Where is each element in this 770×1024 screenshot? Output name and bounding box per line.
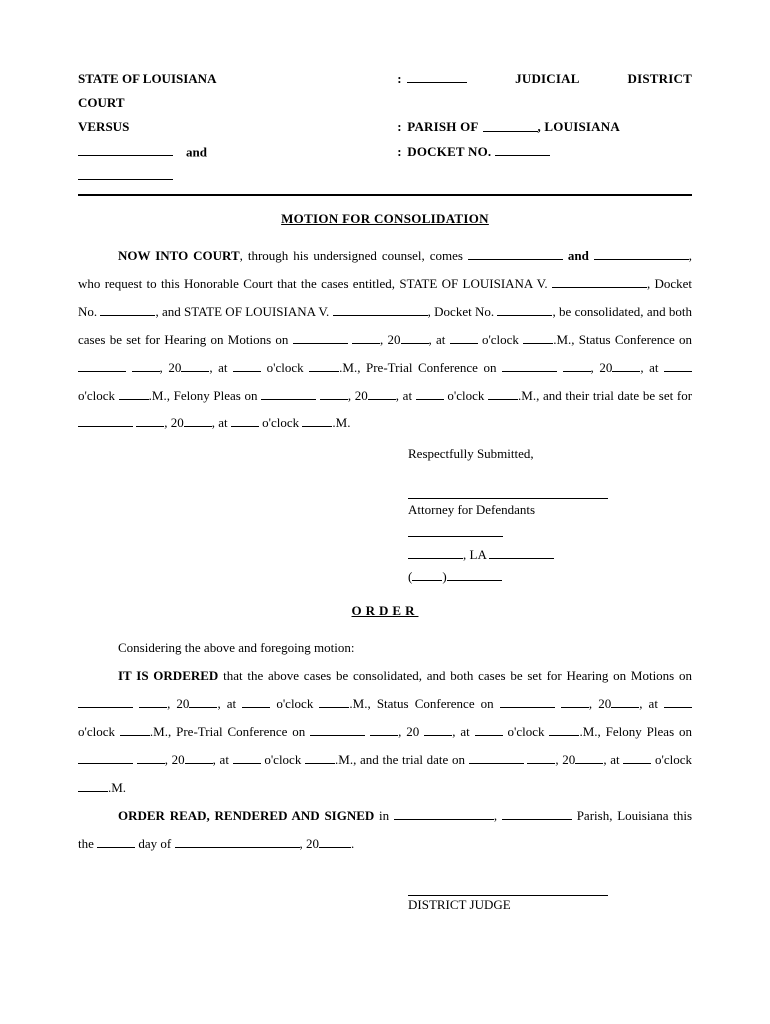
defendants-line: and (78, 143, 397, 162)
judge-label: DISTRICT JUDGE (408, 896, 692, 914)
phone-line: () (408, 566, 692, 588)
attorney-signature-line[interactable] (408, 485, 608, 499)
o-status-year-blank[interactable] (611, 695, 639, 708)
docket1-blank[interactable] (100, 302, 155, 315)
judge-signature-line[interactable] (408, 882, 608, 896)
o-felony-hour-blank[interactable] (233, 750, 261, 763)
o-pretrial-month-blank[interactable] (310, 723, 365, 736)
felony-month-blank[interactable] (261, 386, 316, 399)
status-hour-blank[interactable] (233, 358, 261, 371)
trial-year-blank[interactable] (184, 414, 212, 427)
status-ampm-blank[interactable] (309, 358, 339, 371)
motions-month-blank[interactable] (293, 330, 348, 343)
o-felony-month-blank[interactable] (78, 750, 133, 763)
o-status-day-blank[interactable] (561, 695, 589, 708)
motions-ampm-blank[interactable] (523, 330, 553, 343)
case-caption: STATE OF LOUISIANA : JUDICIAL DISTRICT C… (78, 70, 692, 186)
status-day-blank[interactable] (132, 358, 160, 371)
o-trial-month-blank[interactable] (469, 750, 524, 763)
o-pretrial-hour-blank[interactable] (475, 723, 503, 736)
o-trial-day-blank[interactable] (527, 750, 555, 763)
docket-line: : DOCKET NO. (397, 143, 692, 162)
respectfully: Respectfully Submitted, (408, 443, 692, 465)
name1-blank[interactable] (468, 246, 563, 259)
district-number-blank[interactable] (407, 70, 467, 83)
defendant1-blank[interactable] (78, 143, 173, 156)
docket-no-blank[interactable] (495, 143, 550, 156)
city-signed-blank[interactable] (394, 806, 494, 819)
o-status-ampm-blank[interactable] (120, 723, 150, 736)
o-status-month-blank[interactable] (500, 695, 555, 708)
order-signed-block: ORDER READ, RENDERED AND SIGNED in , Par… (78, 802, 692, 858)
attorney-for: Attorney for Defendants (408, 499, 692, 521)
order-title: ORDER (78, 602, 692, 620)
defendant2-line (78, 167, 397, 186)
legal-document-page: STATE OF LOUISIANA : JUDICIAL DISTRICT C… (0, 0, 770, 974)
zip-blank[interactable] (489, 545, 554, 558)
status-month-blank[interactable] (78, 358, 126, 371)
judge-signature-block: DISTRICT JUDGE (408, 882, 692, 914)
parish-line: : PARISH OF , LOUISIANA (397, 118, 692, 136)
trial-month-blank[interactable] (78, 414, 133, 427)
felony-hour-blank[interactable] (416, 386, 444, 399)
o-motions-ampm-blank[interactable] (319, 695, 349, 708)
signed-month-blank[interactable] (175, 834, 300, 847)
status-year-blank[interactable] (181, 358, 209, 371)
area-code-blank[interactable] (412, 567, 442, 580)
city-blank[interactable] (408, 545, 463, 558)
o-pretrial-day-blank[interactable] (370, 723, 398, 736)
caption-divider (78, 194, 692, 196)
pretrial-year-blank[interactable] (612, 358, 640, 371)
signed-year-blank[interactable] (319, 834, 351, 847)
docket2-blank[interactable] (497, 302, 552, 315)
parish-name-blank[interactable] (483, 118, 538, 131)
trial-day-blank[interactable] (136, 414, 164, 427)
court-line: : JUDICIAL DISTRICT (397, 70, 692, 88)
felony-year-blank[interactable] (368, 386, 396, 399)
motions-hour-blank[interactable] (450, 330, 478, 343)
motions-day-blank[interactable] (352, 330, 380, 343)
name2-blank[interactable] (594, 246, 689, 259)
o-motions-day-blank[interactable] (139, 695, 167, 708)
pretrial-day-blank[interactable] (563, 358, 591, 371)
o-trial-ampm-blank[interactable] (78, 778, 108, 791)
felony-ampm-blank[interactable] (488, 386, 518, 399)
motion-title: MOTION FOR CONSOLIDATION (78, 210, 692, 228)
pretrial-hour-blank[interactable] (664, 358, 692, 371)
pretrial-month-blank[interactable] (502, 358, 557, 371)
phone-blank[interactable] (447, 567, 502, 580)
o-motions-month-blank[interactable] (78, 695, 133, 708)
address-line1 (408, 522, 692, 544)
signed-day-blank[interactable] (97, 834, 135, 847)
state-line: STATE OF LOUISIANA (78, 70, 397, 88)
case2-blank[interactable] (333, 302, 428, 315)
pretrial-ampm-blank[interactable] (119, 386, 149, 399)
o-motions-year-blank[interactable] (189, 695, 217, 708)
signature-block: Respectfully Submitted, Attorney for Def… (408, 443, 692, 587)
o-trial-year-blank[interactable] (575, 750, 603, 763)
address-line2: , LA (408, 544, 692, 566)
defendant2-blank[interactable] (78, 167, 173, 180)
o-felony-year-blank[interactable] (185, 750, 213, 763)
o-status-hour-blank[interactable] (664, 695, 692, 708)
felony-day-blank[interactable] (320, 386, 348, 399)
motion-body: NOW INTO COURT, through his undersigned … (78, 242, 692, 438)
versus: VERSUS (78, 118, 397, 136)
case1-blank[interactable] (552, 274, 647, 287)
order-considering: Considering the above and foregoing moti… (78, 634, 692, 662)
o-felony-day-blank[interactable] (137, 750, 165, 763)
order-body: IT IS ORDERED that the above cases be co… (78, 662, 692, 802)
o-trial-hour-blank[interactable] (623, 750, 651, 763)
parish-signed-blank[interactable] (502, 806, 572, 819)
o-pretrial-year-blank[interactable] (424, 723, 452, 736)
court-word: COURT (78, 94, 397, 112)
trial-ampm-blank[interactable] (302, 414, 332, 427)
trial-hour-blank[interactable] (231, 414, 259, 427)
o-felony-ampm-blank[interactable] (305, 750, 335, 763)
o-pretrial-ampm-blank[interactable] (549, 723, 579, 736)
motions-year-blank[interactable] (401, 330, 429, 343)
o-motions-hour-blank[interactable] (242, 695, 270, 708)
